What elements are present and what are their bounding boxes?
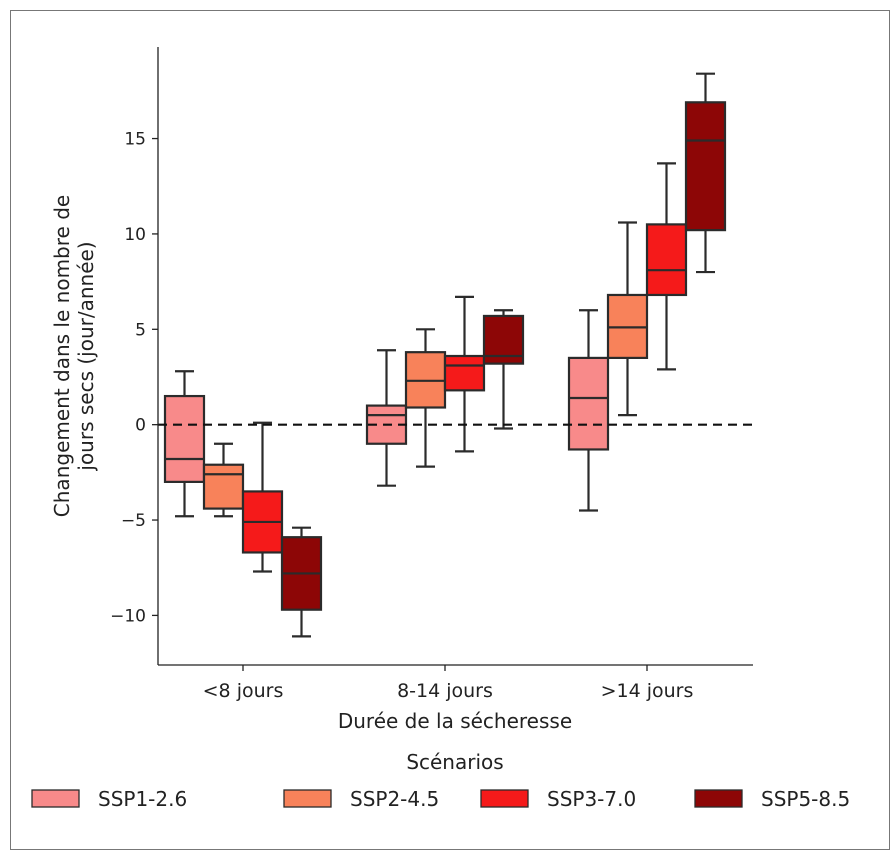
y-tick-label: 0: [135, 416, 146, 436]
x-tick-label: <8 jours: [203, 680, 284, 702]
legend-label: SSP2-4.5: [350, 787, 439, 811]
figure-frame: −10 −5 0 5 10 15 <8 jours 8-14 jours >14 jours …: [10, 10, 890, 850]
box-body: [684, 101, 727, 232]
x-ticks: <8 jours 8-14 jours >14 jours: [203, 665, 694, 702]
x-axis-label: Durée de la sécheresse: [338, 709, 572, 733]
legend-swatch: [480, 789, 529, 808]
box-SSP1-2.6-0: [163, 370, 206, 518]
legend-label: SSP1-2.6: [98, 787, 187, 811]
legend-item-SSP2-4.5: SSP2-4.5: [283, 787, 439, 811]
legend-swatch: [283, 789, 332, 808]
box-body: [567, 356, 610, 451]
x-tick-label: >14 jours: [601, 680, 694, 702]
box-SSP5-8.5-2: [684, 72, 727, 274]
box-body: [443, 354, 486, 392]
box-body: [202, 463, 245, 510]
y-axis-label-line-1: Changement dans le nombre de: [50, 195, 74, 517]
legend-item-SSP1-2.6: SSP1-2.6: [31, 787, 187, 811]
legend-item-SSP3-7.0: SSP3-7.0: [480, 787, 636, 811]
x-tick-label: 8-14 jours: [397, 680, 493, 702]
legend-label: SSP3-7.0: [547, 787, 636, 811]
legend: SSP1-2.6 SSP2-4.5 SSP3-7.0 SSP5-8.5: [31, 787, 850, 811]
y-axis-label-line-2: jours secs (jour/année): [74, 241, 98, 471]
box-SSP1-2.6-1: [365, 349, 408, 487]
box-SSP2-4.5-1: [404, 328, 447, 468]
y-tick-label: 5: [135, 320, 146, 340]
box-SSP2-4.5-2: [606, 221, 649, 417]
box-SSP3-7.0-1: [443, 295, 486, 453]
box-body: [645, 223, 688, 297]
legend-swatch: [694, 789, 743, 808]
y-ticks: −10 −5 0 5 10 15: [110, 130, 158, 626]
y-tick-label: 15: [124, 130, 146, 150]
box-SSP5-8.5-0: [280, 526, 323, 638]
legend-label: SSP5-8.5: [761, 787, 850, 811]
box-SSP5-8.5-1: [482, 309, 525, 430]
legend-title: Scénarios: [406, 750, 503, 774]
y-tick-label: −5: [121, 511, 146, 531]
y-axis-label: Changement dans le nombre de jours secs …: [50, 195, 98, 517]
box-SSP3-7.0-2: [645, 162, 688, 371]
boxes-layer: [163, 72, 727, 638]
legend-item-SSP5-8.5: SSP5-8.5: [694, 787, 850, 811]
box-SSP3-7.0-0: [241, 421, 284, 573]
box-body: [163, 394, 206, 483]
box-SSP1-2.6-2: [567, 309, 610, 512]
y-tick-label: −10: [110, 606, 146, 626]
legend-swatch: [31, 789, 80, 808]
y-tick-label: 10: [124, 225, 146, 245]
box-SSP2-4.5-0: [202, 442, 245, 518]
